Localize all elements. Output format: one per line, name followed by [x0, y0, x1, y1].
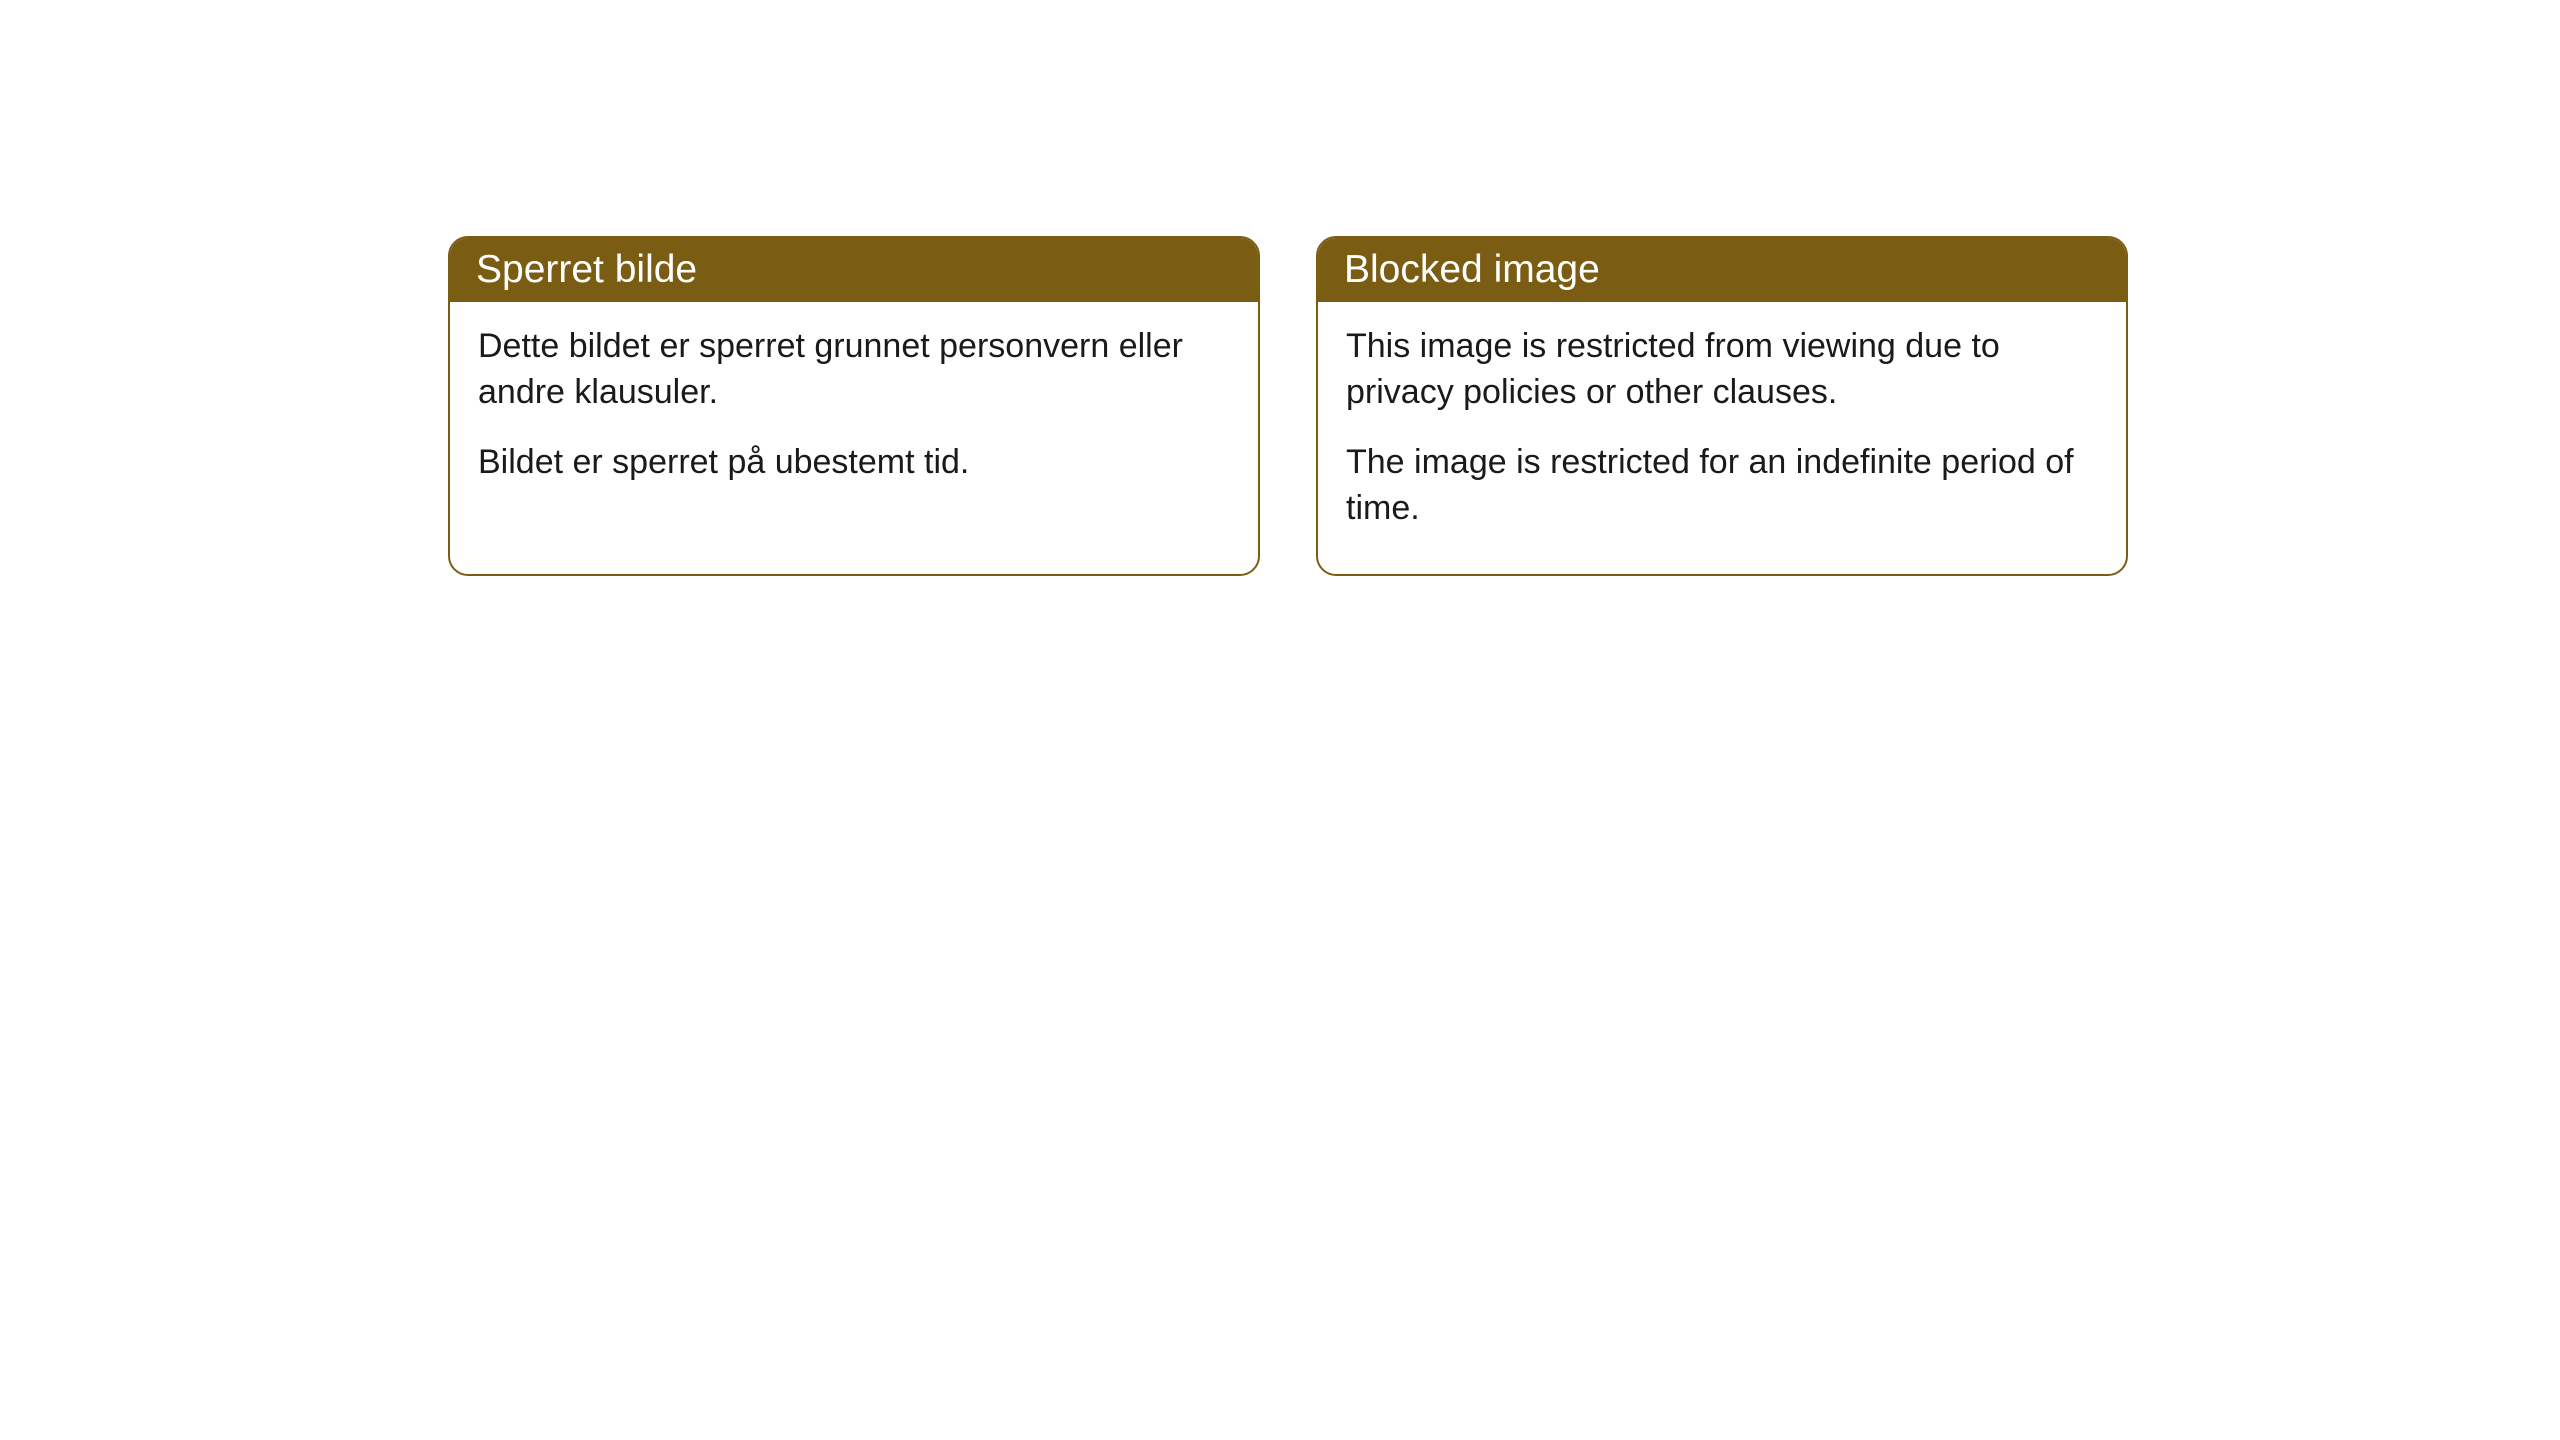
card-paragraph: Bildet er sperret på ubestemt tid.: [478, 440, 1230, 486]
card-title: Sperret bilde: [476, 248, 697, 291]
card-paragraph: Dette bildet er sperret grunnet personve…: [478, 324, 1230, 416]
blocked-image-card-no: Sperret bilde Dette bildet er sperret gr…: [448, 236, 1260, 576]
card-paragraph: The image is restricted for an indefinit…: [1346, 440, 2098, 532]
card-body: Dette bildet er sperret grunnet personve…: [450, 302, 1258, 528]
card-title: Blocked image: [1344, 248, 1600, 291]
card-body: This image is restricted from viewing du…: [1318, 302, 2126, 574]
card-header: Sperret bilde: [450, 238, 1258, 302]
card-paragraph: This image is restricted from viewing du…: [1346, 324, 2098, 416]
notice-cards-row: Sperret bilde Dette bildet er sperret gr…: [448, 236, 2128, 576]
blocked-image-card-en: Blocked image This image is restricted f…: [1316, 236, 2128, 576]
card-header: Blocked image: [1318, 238, 2126, 302]
